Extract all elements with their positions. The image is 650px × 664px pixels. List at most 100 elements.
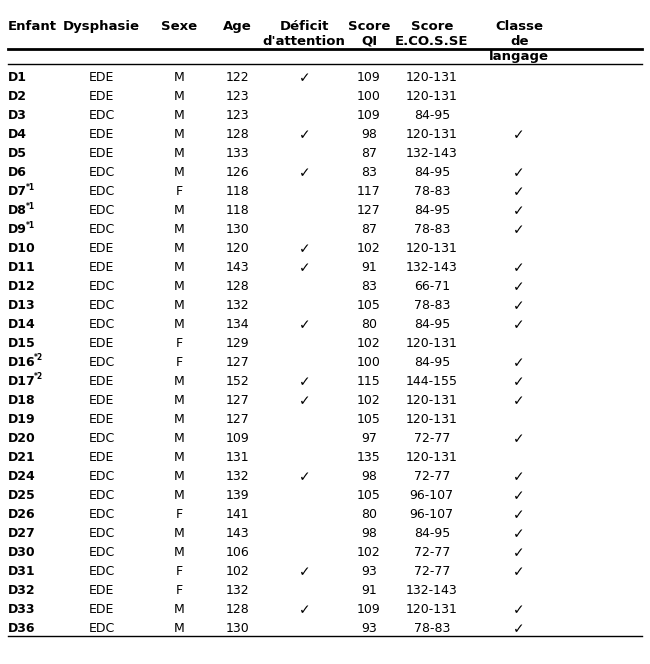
Text: D24: D24 [8, 470, 36, 483]
Text: ✓: ✓ [514, 527, 525, 541]
Text: ✓: ✓ [298, 375, 310, 389]
Text: D19: D19 [8, 413, 36, 426]
Text: EDC: EDC [88, 299, 115, 312]
Text: 123: 123 [226, 90, 250, 104]
Text: 93: 93 [361, 622, 377, 635]
Text: 72-77: 72-77 [413, 546, 450, 559]
Text: 84-95: 84-95 [413, 318, 450, 331]
Text: 83: 83 [361, 167, 377, 179]
Text: 128: 128 [226, 128, 250, 141]
Text: 98: 98 [361, 527, 377, 540]
Text: *2: *2 [33, 353, 42, 363]
Text: Classe
de
langage: Classe de langage [489, 20, 549, 63]
Text: EDC: EDC [88, 223, 115, 236]
Text: *1: *1 [26, 183, 35, 192]
Text: 120: 120 [226, 242, 250, 255]
Text: EDE: EDE [89, 128, 114, 141]
Text: 118: 118 [226, 185, 250, 199]
Text: Score
QI: Score QI [348, 20, 390, 48]
Text: F: F [176, 337, 183, 350]
Text: 84-95: 84-95 [413, 110, 450, 122]
Text: M: M [174, 261, 185, 274]
Text: D13: D13 [8, 299, 36, 312]
Text: ✓: ✓ [514, 394, 525, 408]
Text: M: M [174, 375, 185, 388]
Text: 72-77: 72-77 [413, 470, 450, 483]
Text: 72-77: 72-77 [413, 565, 450, 578]
Text: EDC: EDC [88, 110, 115, 122]
Text: 152: 152 [226, 375, 250, 388]
Text: ✓: ✓ [514, 603, 525, 617]
Text: EDE: EDE [89, 451, 114, 464]
Text: 129: 129 [226, 337, 250, 350]
Text: 127: 127 [226, 413, 250, 426]
Text: 109: 109 [357, 72, 381, 84]
Text: 109: 109 [357, 110, 381, 122]
Text: 91: 91 [361, 584, 377, 597]
Text: 105: 105 [357, 299, 381, 312]
Text: ✓: ✓ [298, 603, 310, 617]
Text: 72-77: 72-77 [413, 432, 450, 445]
Text: M: M [174, 90, 185, 104]
Text: ✓: ✓ [514, 375, 525, 389]
Text: M: M [174, 128, 185, 141]
Text: 132-143: 132-143 [406, 584, 458, 597]
Text: ✓: ✓ [298, 128, 310, 142]
Text: M: M [174, 527, 185, 540]
Text: EDE: EDE [89, 72, 114, 84]
Text: EDC: EDC [88, 356, 115, 369]
Text: Age: Age [223, 20, 252, 33]
Text: 132: 132 [226, 299, 250, 312]
Text: D18: D18 [8, 394, 36, 407]
Text: EDC: EDC [88, 546, 115, 559]
Text: M: M [174, 280, 185, 293]
Text: 141: 141 [226, 508, 250, 521]
Text: M: M [174, 318, 185, 331]
Text: D32: D32 [8, 584, 36, 597]
Text: EDE: EDE [89, 337, 114, 350]
Text: ✓: ✓ [514, 205, 525, 218]
Text: 127: 127 [226, 394, 250, 407]
Text: 96-107: 96-107 [410, 508, 454, 521]
Text: ✓: ✓ [298, 318, 310, 332]
Text: D5: D5 [8, 147, 27, 161]
Text: M: M [174, 223, 185, 236]
Text: D31: D31 [8, 565, 36, 578]
Text: 135: 135 [357, 451, 381, 464]
Text: 98: 98 [361, 470, 377, 483]
Text: 117: 117 [357, 185, 381, 199]
Text: ✓: ✓ [514, 470, 525, 484]
Text: D1: D1 [8, 72, 27, 84]
Text: D21: D21 [8, 451, 36, 464]
Text: D11: D11 [8, 261, 36, 274]
Text: 102: 102 [357, 394, 381, 407]
Text: M: M [174, 451, 185, 464]
Text: 102: 102 [357, 546, 381, 559]
Text: 100: 100 [357, 356, 381, 369]
Text: M: M [174, 470, 185, 483]
Text: ✓: ✓ [514, 356, 525, 370]
Text: Score
E.CO.S.SE: Score E.CO.S.SE [395, 20, 469, 48]
Text: D3: D3 [8, 110, 27, 122]
Text: Déficit
d'attention: Déficit d'attention [263, 20, 346, 48]
Text: EDE: EDE [89, 394, 114, 407]
Text: M: M [174, 147, 185, 161]
Text: ✓: ✓ [298, 565, 310, 579]
Text: EDE: EDE [89, 147, 114, 161]
Text: D25: D25 [8, 489, 36, 502]
Text: D4: D4 [8, 128, 27, 141]
Text: 87: 87 [361, 147, 377, 161]
Text: 126: 126 [226, 167, 250, 179]
Text: Enfant: Enfant [8, 20, 57, 33]
Text: EDC: EDC [88, 508, 115, 521]
Text: EDE: EDE [89, 584, 114, 597]
Text: 102: 102 [357, 242, 381, 255]
Text: 66-71: 66-71 [414, 280, 450, 293]
Text: M: M [174, 603, 185, 616]
Text: 143: 143 [226, 527, 250, 540]
Text: D10: D10 [8, 242, 36, 255]
Text: EDE: EDE [89, 375, 114, 388]
Text: ✓: ✓ [514, 432, 525, 446]
Text: EDC: EDC [88, 205, 115, 217]
Text: M: M [174, 413, 185, 426]
